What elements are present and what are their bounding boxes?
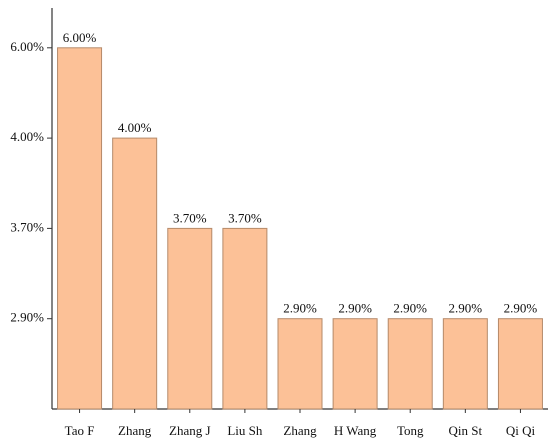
bar [167,227,213,410]
value-label: 4.00% [118,120,152,135]
x-tick-label: Qin St [449,423,483,438]
value-label: 2.90% [449,301,483,316]
bar [442,318,488,410]
value-label: 3.70% [228,210,262,225]
x-tick-label: Liu Sh [227,423,263,438]
bar [277,318,323,410]
y-tick-label: 3.70% [10,219,44,234]
x-tick-label: Zhang J [169,423,211,438]
bar [112,137,158,410]
x-tick-label: H Wang [334,423,377,438]
x-tick-label: Tong [397,423,424,438]
value-label: 2.90% [504,301,538,316]
value-label: 6.00% [63,30,97,45]
x-tick-label: Zhang [118,423,152,438]
bar [57,47,103,410]
x-tick-label: Tao F [65,423,95,438]
bar [387,318,433,410]
bar [497,318,543,410]
value-label: 2.90% [283,301,317,316]
bar [222,227,268,410]
value-label: 3.70% [173,210,207,225]
y-tick-label: 4.00% [10,129,44,144]
y-tick-label: 2.90% [10,310,44,325]
bar [332,318,378,410]
x-tick-label: Qi Qi [506,423,536,438]
value-label: 2.90% [393,301,427,316]
value-label: 2.90% [338,301,372,316]
y-tick-label: 6.00% [10,39,44,54]
x-tick-label: Zhang [283,423,317,438]
